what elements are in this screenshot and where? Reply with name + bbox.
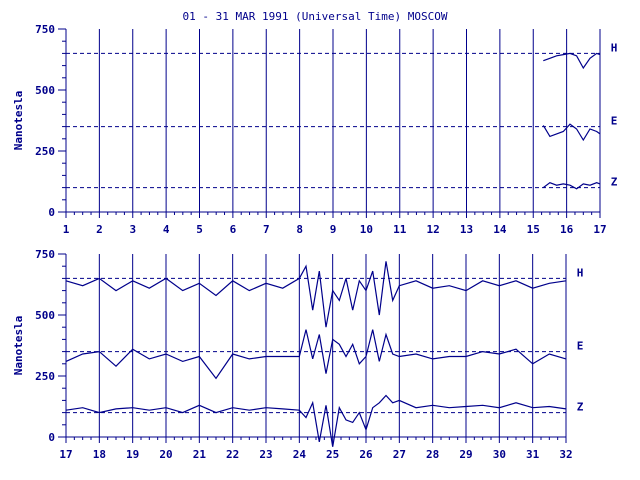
x-tick-label: 22 [226,448,239,461]
series-line-e [542,123,601,142]
y-tick-label: 250 [35,145,55,158]
series-label-z: Z [577,401,584,414]
series-line-e [65,329,567,380]
x-tick-label: 20 [159,448,172,461]
y-tick-label: 750 [35,23,55,36]
series-label-e: E [611,115,618,128]
x-tick-label: 23 [259,448,272,461]
x-tick-label: 6 [230,223,237,236]
x-tick-label: 14 [493,223,507,236]
x-tick-label: 1 [63,223,70,236]
x-tick-label: 19 [126,448,139,461]
x-tick-label: 2 [96,223,103,236]
x-tick-label: 18 [93,448,106,461]
series-line-z [65,394,567,447]
y-tick-label: 0 [48,206,55,219]
series-label-z: Z [611,176,618,189]
x-tick-label: 27 [393,448,406,461]
y-tick-label: 500 [35,84,55,97]
y-tick-label: 0 [48,431,55,444]
x-tick-label: 15 [527,223,540,236]
x-tick-label: 7 [263,223,270,236]
x-tick-label: 3 [129,223,136,236]
x-tick-label: 11 [393,223,407,236]
series-label-e: E [577,340,584,353]
series-line-z [542,182,601,190]
x-tick-label: 26 [359,448,373,461]
panel-2: 17 18 19 20 21 22 23 24 25 26 27 28 29 30 31 32 0 250 500 7… [12,248,584,461]
x-tick-label: 28 [426,448,439,461]
x-tick-label: 16 [560,223,574,236]
x-tick-label: 32 [559,448,572,461]
y-axis-label: Nanotesla [12,316,25,376]
x-tick-label: 24 [293,448,307,461]
x-tick-label: 5 [196,223,203,236]
x-tick-label: 10 [360,223,373,236]
series-line-h [543,52,601,70]
x-tick-label: 31 [526,448,540,461]
panel-1: 1 2 3 4 5 6 7 8 9 10 11 12 13 14 15 16 170250500750Nanot… [12,23,618,236]
x-tick-label: 13 [460,223,473,236]
chart-title: 01 - 31 MAR 1991 (Universal Time) MOSCOW [183,10,448,23]
x-tick-label: 17 [593,223,606,236]
x-tick-label: 4 [163,223,170,236]
x-tick-label: 25 [326,448,339,461]
x-tick-label: 12 [427,223,440,236]
x-tick-label: 17 [59,448,72,461]
series-line-h [65,261,567,328]
y-tick-label: 500 [35,309,55,322]
series-label-h: H [577,266,584,279]
x-tick-label: 30 [493,448,506,461]
x-tick-label: 9 [330,223,337,236]
y-tick-label: 250 [35,370,55,383]
panels: 1 2 3 4 5 6 7 8 9 10 11 12 13 14 15 16 170250500750Nanot… [12,23,618,461]
y-axis-label: Nanotesla [12,91,25,151]
y-tick-label: 750 [35,248,55,261]
series-label-h: H [611,41,618,54]
x-tick-label: 8 [296,223,303,236]
x-tick-label: 21 [193,448,207,461]
x-tick-label: 29 [459,448,472,461]
